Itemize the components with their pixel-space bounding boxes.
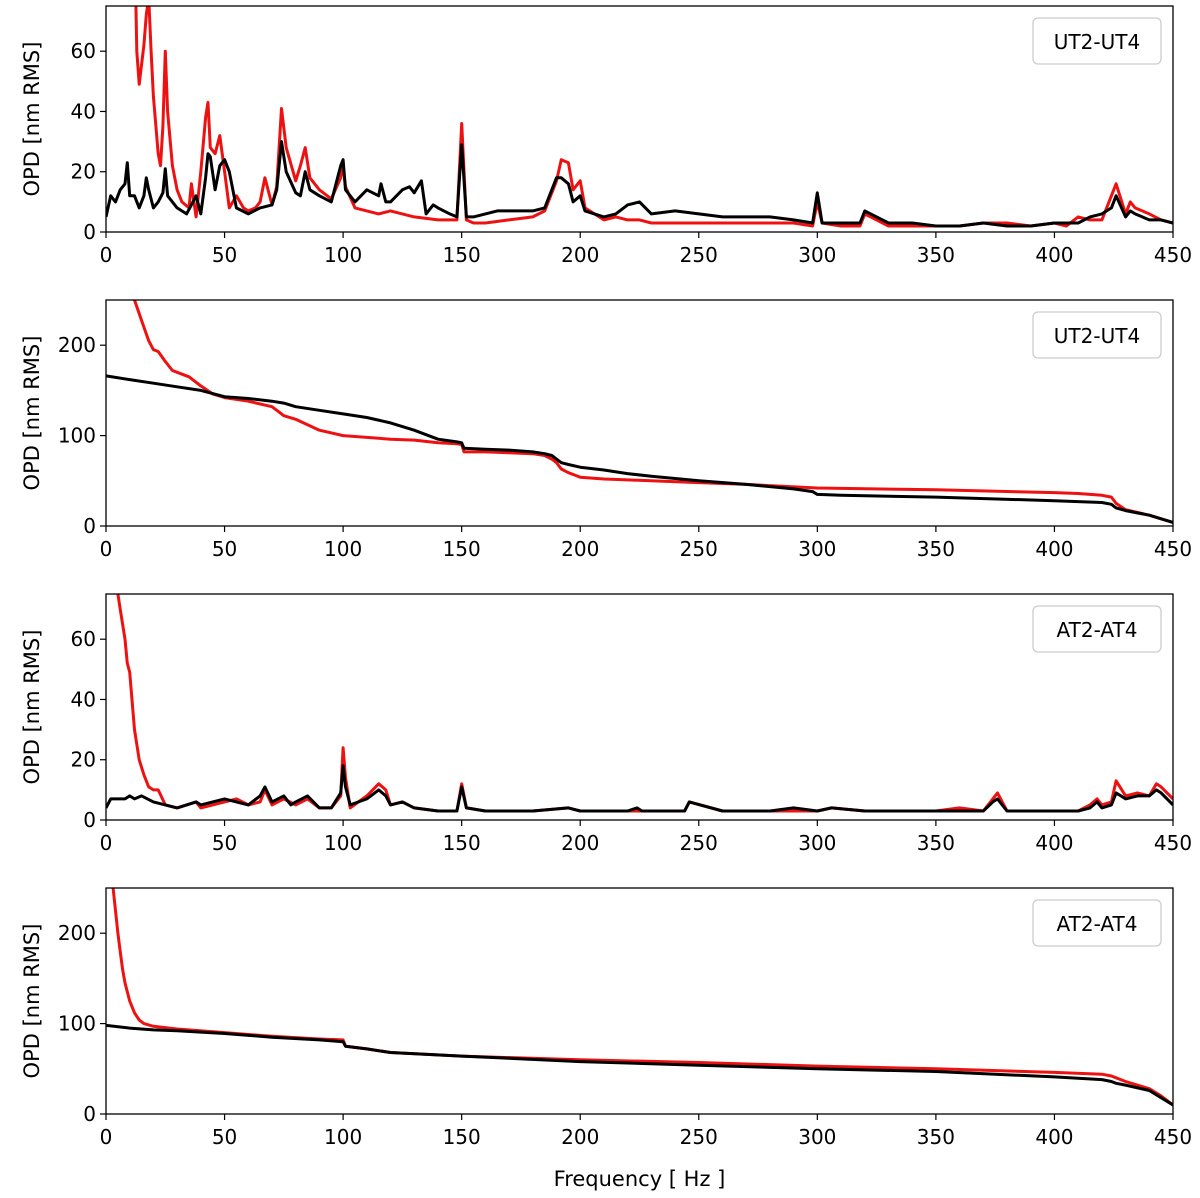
x-tick-label: 200 <box>561 1125 599 1149</box>
x-tick-label: 50 <box>212 831 237 855</box>
axes-frame <box>105 887 1174 1115</box>
x-tick-label: 50 <box>212 1125 237 1149</box>
series-line-red-3 <box>116 594 1173 813</box>
x-tick-label: 150 <box>443 243 481 267</box>
x-tick-label: 150 <box>443 537 481 561</box>
x-tick-label: 150 <box>443 1125 481 1149</box>
x-tick-label: 450 <box>1154 243 1192 267</box>
y-tick-label: 200 <box>58 333 96 357</box>
series-line-black-1 <box>106 140 1173 228</box>
y-tick-label: 0 <box>83 514 96 538</box>
x-tick-label: 350 <box>917 537 955 561</box>
axes-frame <box>105 593 1174 821</box>
y-tick-label: 200 <box>58 921 96 945</box>
panel-4: 0 50 100 150 200 250 300 350 400 450 0 100 200 OPD [n… <box>20 887 1192 1191</box>
x-tick-label: 250 <box>680 243 718 267</box>
x-tick-label: 200 <box>561 243 599 267</box>
x-tick-label: 250 <box>680 537 718 561</box>
legend-label: AT2-AT4 <box>1057 912 1138 936</box>
legend-label: UT2-UT4 <box>1054 30 1140 54</box>
x-tick-label: 100 <box>324 537 362 561</box>
legend-box <box>1032 899 1162 947</box>
legend-label: UT2-UT4 <box>1054 324 1140 348</box>
x-tick-label: 450 <box>1154 831 1192 855</box>
series-line-black-2 <box>106 374 1173 524</box>
x-tick-label: 50 <box>212 243 237 267</box>
x-tick-label: 450 <box>1154 537 1192 561</box>
x-tick-label: 200 <box>561 537 599 561</box>
x-tick-label: 0 <box>100 537 113 561</box>
y-tick-label: 0 <box>83 808 96 832</box>
y-tick-label: 0 <box>83 1102 96 1126</box>
x-tick-label: 0 <box>100 243 113 267</box>
y-axis-label: OPD [nm RMS] <box>20 42 44 197</box>
x-tick-label: 450 <box>1154 1125 1192 1149</box>
series-line-red-2 <box>133 300 1173 524</box>
x-tick-label: 200 <box>561 831 599 855</box>
x-tick-label: 400 <box>1035 831 1073 855</box>
x-tick-label: 300 <box>798 537 836 561</box>
x-axis-label: Frequency [ Hz ] <box>554 1167 726 1191</box>
x-tick-label: 300 <box>798 243 836 267</box>
x-tick-label: 0 <box>100 831 113 855</box>
x-tick-label: 100 <box>324 243 362 267</box>
x-tick-label: 0 <box>100 1125 113 1149</box>
panel-3: 0 50 100 150 200 250 300 350 400 450 0 20 40 60 OPD [n… <box>20 593 1192 855</box>
y-tick-label: 100 <box>58 1012 96 1036</box>
y-tick-label: 20 <box>71 748 96 772</box>
y-tick-label: 40 <box>71 99 96 123</box>
panel-1: 0 50 100 150 200 250 300 350 400 450 0 20 40 60 OPD [n… <box>20 5 1192 267</box>
legend-box <box>1032 311 1162 359</box>
x-tick-label: 50 <box>212 537 237 561</box>
y-tick-label: 0 <box>83 220 96 244</box>
y-tick-label: 60 <box>71 627 96 651</box>
axes-frame <box>105 5 1174 233</box>
x-tick-label: 250 <box>680 1125 718 1149</box>
legend-box <box>1032 17 1162 65</box>
x-tick-label: 350 <box>917 831 955 855</box>
y-tick-label: 20 <box>71 160 96 184</box>
x-tick-label: 350 <box>917 243 955 267</box>
x-tick-label: 250 <box>680 831 718 855</box>
x-tick-label: 150 <box>443 831 481 855</box>
x-tick-label: 400 <box>1035 1125 1073 1149</box>
x-tick-label: 300 <box>798 831 836 855</box>
x-tick-label: 350 <box>917 1125 955 1149</box>
y-tick-label: 40 <box>71 687 96 711</box>
series-line-red-1 <box>134 6 1173 228</box>
y-axis-label: OPD [nm RMS] <box>20 924 44 1079</box>
y-tick-label: 60 <box>71 39 96 63</box>
y-axis-label: OPD [nm RMS] <box>20 630 44 785</box>
x-tick-label: 400 <box>1035 537 1073 561</box>
x-tick-label: 300 <box>798 1125 836 1149</box>
series-line-black-4 <box>106 1023 1173 1107</box>
x-tick-label: 100 <box>324 1125 362 1149</box>
legend-box <box>1032 605 1162 653</box>
panel-2: 0 50 100 150 200 250 300 350 400 450 0 100 200 OPD [n… <box>20 299 1192 561</box>
x-tick-label: 100 <box>324 831 362 855</box>
y-axis-label: OPD [nm RMS] <box>20 336 44 491</box>
series-line-black-3 <box>106 764 1173 813</box>
x-tick-label: 400 <box>1035 243 1073 267</box>
legend-label: AT2-AT4 <box>1057 618 1138 642</box>
axes-frame <box>105 299 1174 527</box>
y-tick-label: 100 <box>58 424 96 448</box>
series-line-red-4 <box>111 888 1173 1107</box>
